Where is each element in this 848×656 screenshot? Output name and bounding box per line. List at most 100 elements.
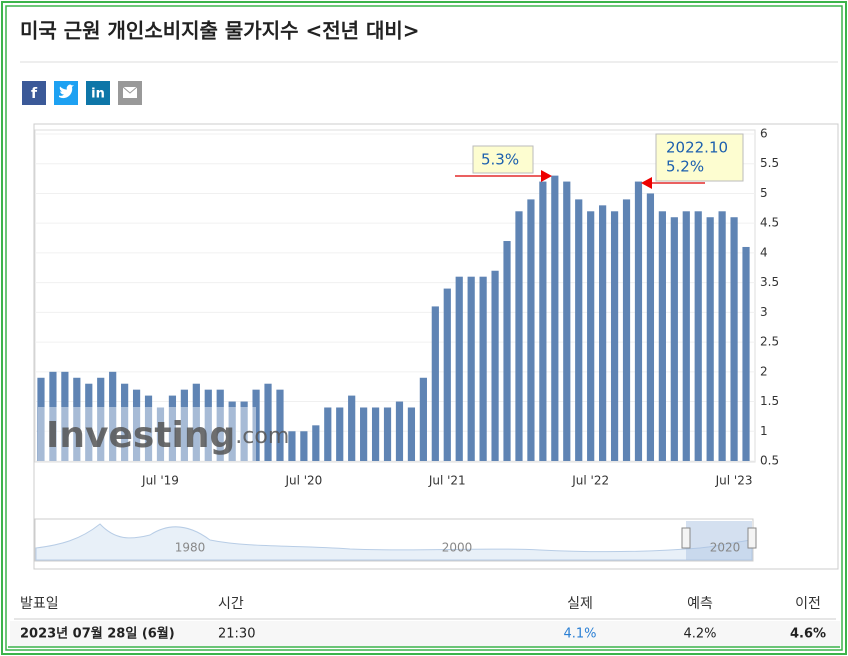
bar	[646, 193, 655, 462]
bar	[622, 199, 631, 461]
table-row-bg	[10, 621, 840, 647]
navigator-handle-right[interactable]	[747, 527, 757, 549]
y-tick-label: 1.5	[760, 394, 779, 408]
table-cell: 2023년 07월 28일 (6월)	[20, 626, 175, 642]
page-title: 미국 근원 개인소비지출 물가지수 <전년 대비>	[20, 19, 420, 43]
bar	[730, 217, 738, 461]
bar	[479, 276, 487, 461]
bar	[694, 211, 702, 461]
bar	[455, 276, 463, 461]
linkedin-label: in	[91, 87, 105, 102]
bar	[192, 383, 200, 461]
annotation-text: 5.3%	[481, 151, 519, 169]
bar	[336, 407, 344, 461]
y-tick-label: 2.5	[760, 335, 779, 349]
navigator-handle-left[interactable]	[681, 527, 691, 549]
y-tick-label: 2	[760, 364, 768, 378]
twitter-icon	[59, 84, 74, 99]
bar	[575, 199, 583, 461]
bar	[515, 211, 523, 461]
x-tick-label: Jul '21	[428, 474, 466, 488]
navigator-selection[interactable]	[686, 521, 752, 560]
table-header: 예측	[687, 596, 713, 612]
bar	[85, 383, 93, 461]
bar	[300, 431, 308, 461]
table-cell: 21:30	[218, 627, 255, 642]
navigator-label: 2000	[442, 541, 473, 555]
bar	[324, 407, 332, 461]
bar	[670, 217, 678, 461]
plot-area	[34, 129, 756, 463]
annotation-text: 2022.10	[666, 139, 728, 157]
annotation-text: 5.2%	[666, 158, 704, 176]
bar	[97, 377, 105, 461]
bar	[168, 395, 177, 461]
bar	[180, 389, 188, 461]
y-tick-label: 3	[760, 305, 768, 319]
bar	[634, 181, 643, 461]
bar	[491, 270, 499, 461]
bar	[443, 288, 451, 461]
bar	[395, 401, 404, 461]
bar	[503, 241, 511, 461]
bar	[240, 401, 248, 461]
bar	[658, 211, 666, 461]
y-tick-label: 1	[760, 424, 768, 438]
bar	[551, 175, 559, 462]
bar	[718, 211, 726, 461]
annotation-arrowhead	[641, 177, 652, 189]
bar	[264, 383, 272, 461]
y-tick-label: 5.5	[760, 156, 779, 170]
table-header: 실제	[567, 596, 593, 612]
bar	[419, 377, 427, 461]
bar	[121, 383, 129, 461]
table-cell: 4.1%	[563, 627, 596, 642]
facebook-button[interactable]	[22, 81, 46, 105]
annotation-box	[655, 133, 744, 182]
bar	[371, 407, 380, 461]
bar	[610, 211, 619, 461]
table-header: 이전	[795, 596, 821, 612]
x-tick-label: Jul '19	[141, 474, 179, 488]
bar	[49, 371, 57, 461]
linkedin-button[interactable]	[86, 81, 110, 105]
y-tick-label: 6	[760, 127, 768, 141]
y-tick-label: 3.5	[760, 275, 779, 289]
bar	[539, 181, 547, 461]
bar	[431, 306, 439, 461]
bar	[276, 389, 284, 461]
bar	[61, 371, 69, 461]
watermark-main: Investing	[46, 415, 235, 456]
facebook-label: f	[31, 86, 38, 102]
bar	[682, 211, 690, 461]
y-tick-label: 4.5	[760, 216, 779, 230]
table-cell: 4.2%	[683, 627, 716, 642]
bar	[348, 395, 356, 461]
navigator-label: 2020	[710, 541, 741, 555]
bar	[407, 407, 416, 461]
navigator-label: 1980	[175, 541, 206, 555]
bar	[156, 407, 165, 461]
bar	[204, 389, 212, 461]
bar	[706, 217, 714, 461]
bar	[144, 395, 153, 461]
watermark: Investing.com	[46, 415, 289, 456]
mail-icon-flap	[122, 86, 138, 94]
annotation-arrowhead	[541, 170, 552, 182]
inner-border	[5, 5, 843, 651]
bar	[73, 377, 81, 461]
bar	[383, 407, 392, 461]
bar	[360, 407, 368, 461]
bar	[312, 425, 320, 461]
bar	[587, 211, 595, 461]
bar	[742, 246, 750, 461]
x-tick-label: Jul '20	[284, 474, 322, 488]
table-header: 발표일	[20, 596, 59, 612]
bar	[216, 389, 224, 461]
bar	[109, 371, 117, 461]
bar	[599, 205, 607, 461]
bar	[252, 389, 260, 461]
